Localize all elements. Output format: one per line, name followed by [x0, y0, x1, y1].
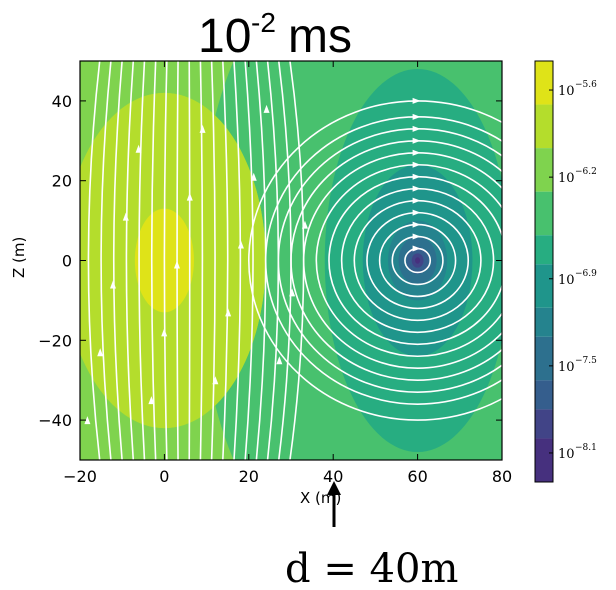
x-tick-label: 80 — [492, 467, 512, 486]
streamline-arrow — [250, 172, 257, 181]
streamline-arrow — [263, 104, 270, 113]
colorbar-level — [535, 148, 553, 192]
streamline-arrow — [412, 245, 421, 252]
x-tick-label: 0 — [159, 467, 169, 486]
y-tick-label: 40 — [52, 92, 72, 111]
streamline — [188, 61, 191, 460]
streamline-arrow — [412, 149, 421, 156]
streamline-arrow — [135, 144, 142, 153]
y-tick-label: −20 — [38, 331, 72, 350]
streamline — [210, 61, 216, 460]
colorbar-tick-exponent: −5.6 — [575, 80, 597, 90]
x-tick-label: 60 — [407, 467, 427, 486]
streamline-arrow — [186, 192, 193, 201]
x-tick-label: −20 — [63, 467, 97, 486]
streamline — [233, 61, 242, 460]
colorbar-level — [535, 104, 553, 149]
colorbar-level — [535, 336, 553, 381]
streamline-arrow — [122, 212, 129, 221]
streamline-arrow — [97, 348, 104, 357]
colorbar-level — [535, 191, 553, 236]
colorbar-level — [535, 409, 553, 439]
streamline-arrow — [412, 221, 421, 228]
streamline-arrow — [212, 376, 219, 385]
colorbar-level — [535, 438, 553, 482]
x-tick-label: 20 — [239, 467, 259, 486]
title-exponent: -2 — [251, 7, 276, 38]
colorbar-tick-exponent: −7.5 — [575, 356, 597, 366]
streamline-arrow — [173, 260, 180, 269]
title-base: 10 — [198, 10, 251, 63]
y-axis: 40 20 0 −20 −40 — [38, 92, 502, 430]
streamline-arrow — [276, 356, 283, 365]
chart-title: 10 -2 ms — [198, 7, 352, 63]
streamline — [138, 61, 146, 460]
y-tick-label: 0 — [62, 252, 72, 271]
colorbar-level — [535, 380, 553, 410]
streamline — [176, 61, 179, 460]
streamline-arrow — [237, 240, 244, 249]
colorbar-level — [535, 264, 553, 308]
colorbar-level — [535, 307, 553, 337]
x-axis: −20 0 20 40 60 80 — [63, 61, 512, 486]
colorbar-level — [535, 235, 553, 265]
y-axis-label: Z (m) — [10, 237, 28, 278]
streamline — [125, 61, 135, 460]
streamline-arrow — [161, 328, 168, 337]
streamline — [163, 61, 168, 460]
streamlines — [84, 61, 502, 460]
streamline-arrow — [412, 173, 421, 180]
colorbar — [534, 60, 554, 483]
title-unit: ms — [288, 10, 352, 63]
streamline-arrow — [289, 288, 296, 297]
streamline-arrow — [412, 209, 421, 216]
streamline-arrow — [225, 308, 232, 317]
streamline — [244, 61, 254, 460]
colorbar-tick-base: 10 — [558, 273, 575, 288]
contour-region — [415, 257, 421, 264]
streamline — [221, 61, 229, 460]
streamline-arrow — [412, 197, 421, 204]
colorbar-tick-exponent: −8.1 — [575, 443, 597, 453]
colorbar-frame — [534, 60, 554, 483]
colorbar-tick-base: 10 — [558, 84, 575, 99]
streamline-arrow — [84, 416, 91, 425]
streamline-arrow — [301, 220, 308, 229]
streamline-arrow — [412, 113, 421, 120]
streamline — [112, 61, 123, 460]
colorbar-tick-base: 10 — [558, 360, 575, 375]
streamline — [199, 61, 204, 460]
streamline — [100, 61, 112, 460]
colorbar-level — [535, 61, 553, 105]
x-tick-label: 40 — [323, 467, 343, 486]
streamline — [87, 61, 101, 460]
contour-fill — [80, 61, 502, 460]
streamline-arrow — [412, 137, 421, 144]
annotation-text: d = 40m — [285, 546, 458, 590]
arrow-head — [327, 481, 341, 495]
streamline-arrow — [199, 124, 206, 133]
distance-annotation: d = 40m — [285, 481, 458, 590]
streamline-arrow — [109, 280, 116, 289]
colorbar-tick-base: 10 — [558, 171, 575, 186]
streamline-arrow — [412, 185, 421, 192]
y-tick-label: 20 — [52, 172, 72, 191]
streamline-arrow — [412, 125, 421, 132]
streamline-arrow — [412, 161, 421, 168]
colorbar-tick-exponent: −6.2 — [575, 167, 597, 177]
streamline-arrow — [412, 233, 421, 240]
colorbar-tick-base: 10 — [558, 447, 575, 462]
streamline — [150, 61, 157, 460]
streamline-arrow — [148, 396, 155, 405]
y-tick-label: −40 — [38, 411, 72, 430]
colorbar-tick-exponent: −6.9 — [575, 269, 597, 279]
streamline-arrow — [412, 97, 421, 104]
colorbar-ticks: 10 −5.610 −6.210 −6.910 −7.510 −8.1 — [549, 80, 597, 462]
